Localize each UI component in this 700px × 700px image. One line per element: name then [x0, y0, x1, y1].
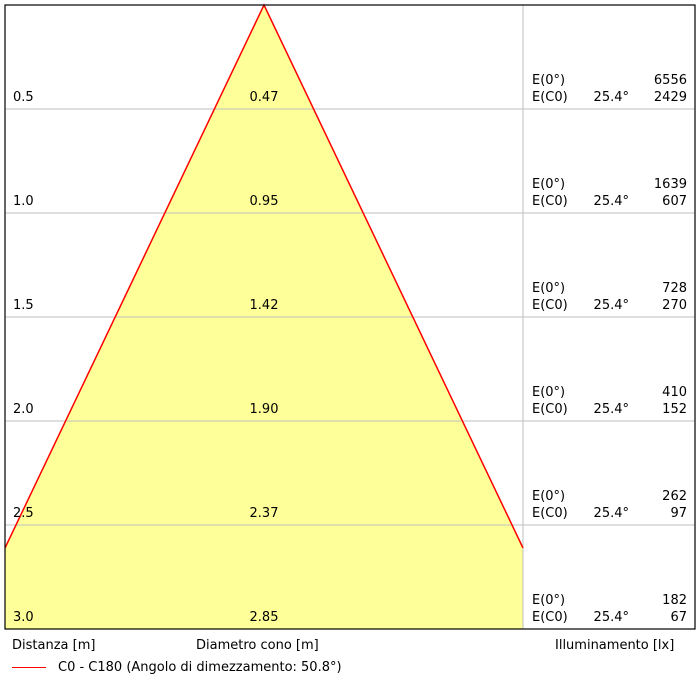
e0-label: E(0°)	[532, 73, 565, 88]
row-labels: 0.5 0.47 E(0°) 6556 E(C0) 25.4° 2429 1.0 0.95 E(0…	[13, 73, 687, 625]
half-angle-value: 25.4°	[594, 298, 629, 313]
e0-label: E(0°)	[532, 281, 565, 296]
ec0-label: E(C0)	[532, 298, 568, 313]
e0-label: E(0°)	[532, 489, 565, 504]
ec0-label: E(C0)	[532, 402, 568, 417]
ec0-value: 2429	[654, 90, 687, 105]
distance-value: 0.5	[13, 90, 34, 105]
half-angle-value: 25.4°	[594, 402, 629, 417]
cone-diameter-value: 0.47	[250, 90, 279, 105]
e0-value: 262	[662, 489, 687, 504]
illuminance-axis-label: Illuminamento [lx]	[555, 638, 675, 653]
ec0-value: 270	[662, 298, 687, 313]
half-angle-value: 25.4°	[594, 90, 629, 105]
e0-label: E(0°)	[532, 385, 565, 400]
e0-value: 6556	[654, 73, 687, 88]
distance-axis-label: Distanza [m]	[12, 638, 96, 653]
ec0-label: E(C0)	[532, 90, 568, 105]
cone-diameter-value: 0.95	[250, 194, 279, 209]
ec0-value: 97	[670, 506, 687, 521]
half-angle-value: 25.4°	[594, 610, 629, 625]
e0-label: E(0°)	[532, 177, 565, 192]
ec0-label: E(C0)	[532, 506, 568, 521]
diameter-axis-label: Diametro cono [m]	[196, 638, 319, 653]
e0-value: 182	[662, 593, 687, 608]
e0-value: 728	[662, 281, 687, 296]
cone-diameter-value: 1.42	[250, 298, 279, 313]
half-angle-value: 25.4°	[594, 194, 629, 209]
e0-value: 410	[662, 385, 687, 400]
legend-line-swatch	[12, 667, 46, 668]
cone-diameter-value: 2.85	[250, 610, 279, 625]
distance-value: 2.5	[13, 506, 34, 521]
distance-value: 2.0	[13, 402, 34, 417]
legend-label: C0 - C180 (Angolo di dimezzamento: 50.8°…	[58, 660, 342, 675]
distance-value: 1.0	[13, 194, 34, 209]
diagram-frame	[4, 4, 696, 630]
cone-diameter-value: 1.90	[250, 402, 279, 417]
cone-diameter-value: 2.37	[250, 506, 279, 521]
distance-value: 1.5	[13, 298, 34, 313]
e0-value: 1639	[654, 177, 687, 192]
ec0-label: E(C0)	[532, 194, 568, 209]
ec0-value: 152	[662, 402, 687, 417]
distance-value: 3.0	[13, 610, 34, 625]
ec0-value: 607	[662, 194, 687, 209]
ec0-label: E(C0)	[532, 610, 568, 625]
grid-lines	[5, 5, 695, 629]
e0-label: E(0°)	[532, 593, 565, 608]
ec0-value: 67	[670, 610, 687, 625]
half-angle-value: 25.4°	[594, 506, 629, 521]
